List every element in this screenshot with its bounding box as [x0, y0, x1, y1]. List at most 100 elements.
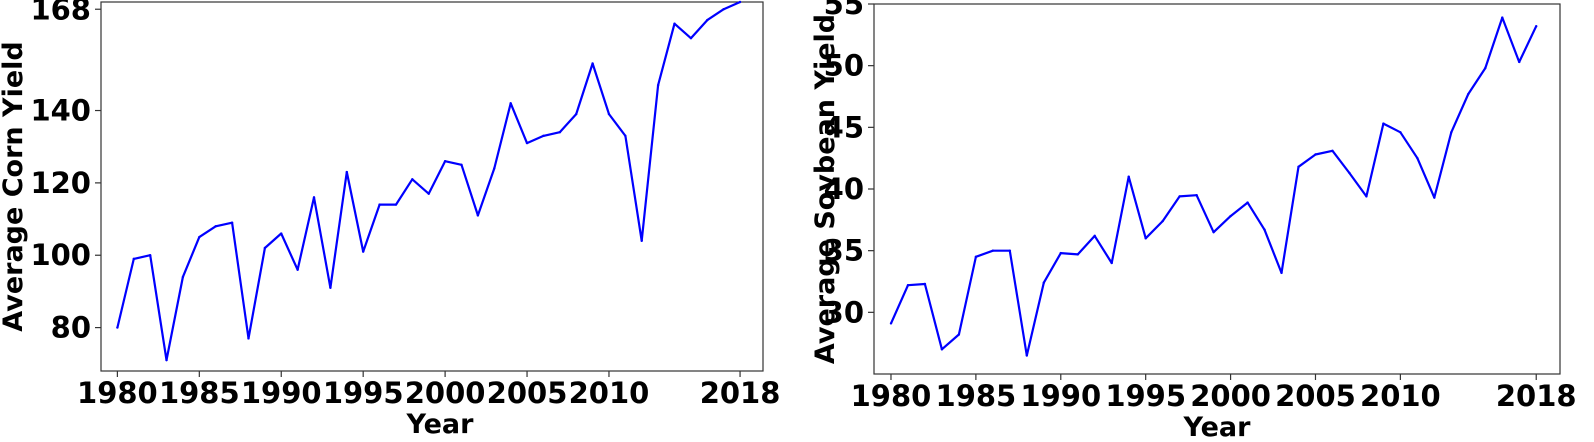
x-axis-title: Year — [406, 409, 475, 440]
data-point — [1127, 175, 1130, 178]
data-point — [1025, 354, 1029, 357]
data-point — [722, 8, 725, 11]
data-point — [1501, 16, 1504, 19]
data-point — [280, 232, 283, 235]
y-axis-title: Average Corn Yield — [0, 41, 29, 331]
y-tick-label: 168 — [30, 0, 91, 26]
data-point — [1246, 201, 1249, 204]
corn-yield-chart: 80 100 120 140 168 1980 1985 1990 1995 2000 2005 20… — [0, 0, 790, 442]
x-tick-label: 1995 — [1105, 379, 1186, 413]
data-point — [591, 62, 594, 65]
data-point — [1229, 214, 1232, 218]
y-tick-label: 45 — [824, 110, 864, 144]
data-point — [1314, 153, 1317, 156]
data-point — [165, 358, 168, 362]
x-tick-label: 2010 — [569, 376, 650, 410]
x-tick-label: 2018 — [1496, 379, 1577, 413]
data-point — [476, 214, 480, 217]
data-point — [1076, 253, 1079, 256]
data-point — [1518, 60, 1521, 64]
data-point — [1195, 193, 1198, 197]
plot-frame — [100, 1, 764, 372]
data-point — [991, 249, 995, 252]
data-point — [509, 102, 512, 105]
data-point — [1212, 230, 1215, 234]
data-point — [443, 159, 447, 163]
data-point — [1008, 249, 1012, 252]
data-point — [198, 235, 201, 239]
x-tick-label: 1995 — [323, 376, 404, 410]
x-tick-label: 1985 — [936, 379, 1017, 413]
data-point — [230, 221, 234, 224]
data-point — [1399, 131, 1402, 134]
data-point — [624, 134, 627, 138]
data-point — [1331, 149, 1334, 152]
y-tick-label: 120 — [30, 166, 91, 200]
data-point — [957, 333, 961, 336]
data-point — [1110, 261, 1113, 265]
data-point — [1484, 66, 1487, 70]
x-tick-label: 1990 — [1020, 379, 1101, 413]
data-point — [906, 284, 910, 287]
y-tick-label: 140 — [30, 94, 91, 128]
series-line — [116, 0, 741, 362]
data-point — [214, 225, 217, 228]
y-tick-label: 35 — [824, 234, 864, 268]
data-point — [706, 18, 709, 22]
data-point — [1535, 25, 1538, 28]
x-tick-label: 1980 — [77, 376, 158, 410]
series-line — [889, 16, 1538, 357]
data-point — [116, 326, 119, 329]
data-point — [1297, 165, 1300, 168]
y-tick-label: 50 — [824, 49, 864, 83]
y-tick-label: 30 — [824, 295, 864, 329]
data-point — [460, 163, 463, 166]
x-tick-label: 2000 — [405, 376, 486, 410]
x-tick-label: 1990 — [241, 376, 322, 410]
data-point — [345, 170, 348, 174]
data-point — [525, 141, 529, 145]
data-point — [1263, 228, 1266, 231]
data-point — [263, 246, 267, 250]
data-point — [148, 254, 152, 257]
data-point — [656, 84, 660, 87]
data-point — [394, 203, 398, 206]
x-tick-label: 2010 — [1360, 379, 1441, 413]
data-point — [329, 286, 332, 289]
data-point — [1348, 171, 1351, 175]
data-point — [181, 275, 185, 279]
data-point — [1093, 234, 1096, 238]
data-point — [1467, 92, 1470, 96]
y-tick-label: 55 — [824, 0, 864, 21]
data-point — [574, 112, 578, 116]
data-point — [361, 250, 365, 253]
data-point — [673, 22, 676, 25]
data-point — [607, 112, 611, 116]
data-point — [1433, 196, 1436, 199]
data-point — [1178, 195, 1181, 198]
data-point — [1382, 122, 1385, 125]
data-point — [1280, 271, 1283, 275]
data-point — [974, 255, 978, 259]
data-point — [558, 131, 562, 134]
y-tick-label: 80 — [51, 311, 91, 345]
data-point — [738, 0, 742, 4]
data-point — [940, 348, 944, 351]
data-point — [378, 203, 381, 206]
y-tick-label: 40 — [824, 172, 864, 206]
data-point — [1042, 281, 1046, 284]
x-tick-label: 1985 — [159, 376, 240, 410]
data-point — [296, 268, 299, 271]
y-tick-label: 100 — [30, 238, 91, 272]
data-point — [312, 196, 316, 199]
data-point — [247, 337, 250, 340]
data-point — [1144, 237, 1147, 240]
x-tick-label: 2018 — [700, 376, 781, 410]
data-point — [1365, 195, 1368, 198]
data-point — [411, 178, 414, 181]
data-point — [923, 282, 927, 286]
data-point — [542, 134, 545, 138]
soybean-yield-plot: 30 35 40 45 50 55 1980 1985 1990 1995 2000 2005 2010… — [810, 0, 1577, 442]
data-point — [1161, 219, 1164, 223]
